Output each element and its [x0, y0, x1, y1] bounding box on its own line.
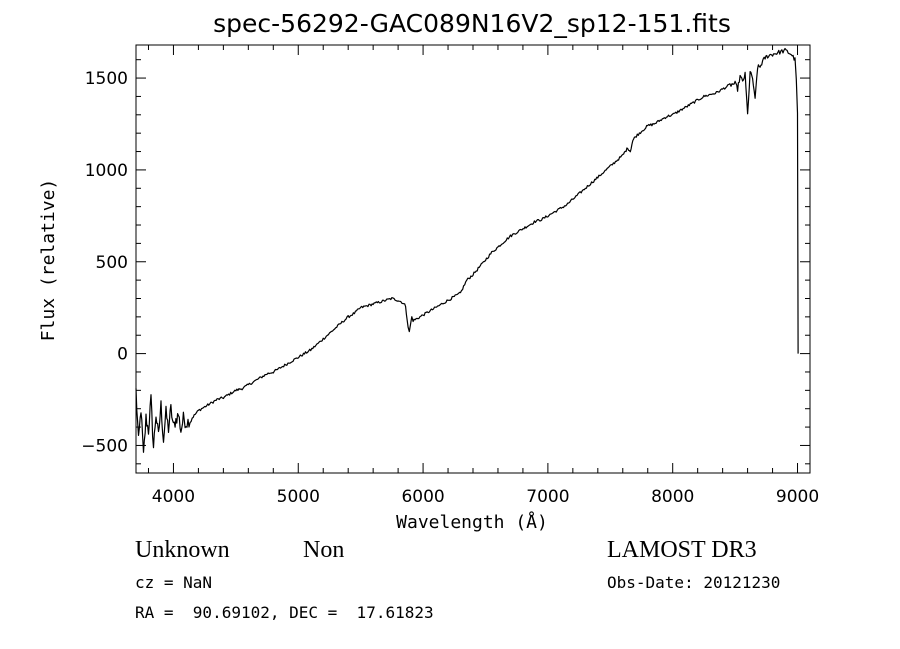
- x-tick-label: 7000: [526, 487, 569, 507]
- x-tick-label: 9000: [776, 487, 819, 507]
- chart-title: spec-56292-GAC089N16V2_sp12-151.fits: [213, 9, 731, 38]
- subclass-label: Non: [303, 537, 345, 563]
- redshift-cz: cz = NaN: [135, 573, 213, 592]
- plot-frame: [135, 44, 811, 474]
- x-tick-label: 5000: [277, 487, 320, 507]
- y-tick-label: 1500: [85, 69, 128, 89]
- y-tick-label: 500: [96, 253, 128, 273]
- x-axis-label: Wavelength (Å): [396, 511, 548, 533]
- observation-date: Obs-Date: 20121230: [607, 573, 781, 592]
- class-label: Unknown: [135, 537, 230, 563]
- y-axis-label: Flux (relative): [38, 179, 59, 342]
- y-tick-label: −500: [81, 436, 128, 456]
- x-tick-label: 6000: [401, 487, 444, 507]
- y-tick-label: 0: [117, 345, 128, 365]
- y-tick-label: 1000: [85, 161, 128, 181]
- flux-series-line: [135, 47, 799, 453]
- x-tick-label: 4000: [152, 487, 195, 507]
- survey-label: LAMOST DR3: [607, 537, 757, 563]
- x-tick-label: 8000: [651, 487, 694, 507]
- coordinates: RA = 90.69102, DEC = 17.61823: [135, 603, 434, 622]
- axis-ticks: [136, 45, 810, 473]
- axis-tick-labels: 4000 5000 6000 7000 8000 9000 −500 0 500 1000 1500: [81, 69, 819, 507]
